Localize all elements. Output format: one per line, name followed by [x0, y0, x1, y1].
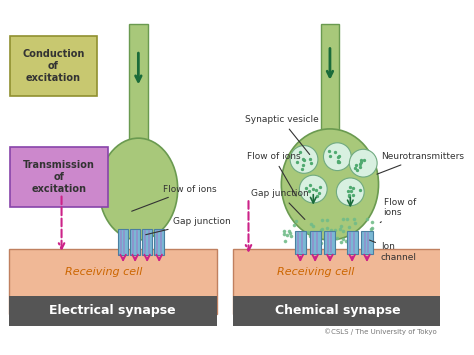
Text: Receiving cell: Receiving cell: [64, 267, 142, 277]
FancyBboxPatch shape: [233, 249, 444, 314]
Text: Ion
channel: Ion channel: [370, 240, 417, 262]
Text: Gap junction: Gap junction: [251, 189, 309, 219]
Circle shape: [290, 146, 318, 173]
FancyBboxPatch shape: [310, 231, 321, 254]
Text: Gap junction: Gap junction: [146, 217, 230, 235]
Circle shape: [300, 175, 327, 203]
Circle shape: [337, 178, 364, 206]
Text: Flow of
ions: Flow of ions: [380, 198, 416, 223]
FancyBboxPatch shape: [9, 295, 217, 326]
Text: Flow of ions: Flow of ions: [132, 185, 217, 211]
FancyBboxPatch shape: [129, 24, 147, 144]
Circle shape: [323, 143, 351, 170]
FancyBboxPatch shape: [10, 147, 108, 207]
FancyBboxPatch shape: [130, 229, 140, 255]
FancyBboxPatch shape: [233, 295, 444, 326]
Text: Conduction
of
excitation: Conduction of excitation: [22, 49, 84, 83]
Text: Chemical synapse: Chemical synapse: [275, 304, 401, 317]
FancyBboxPatch shape: [321, 24, 339, 135]
Text: Neurotransmitters: Neurotransmitters: [377, 152, 464, 174]
FancyBboxPatch shape: [154, 229, 164, 255]
Ellipse shape: [282, 129, 379, 240]
FancyBboxPatch shape: [324, 231, 336, 254]
FancyBboxPatch shape: [346, 231, 358, 254]
FancyBboxPatch shape: [9, 249, 217, 314]
Text: ©CSLS / The University of Tokyo: ©CSLS / The University of Tokyo: [324, 329, 437, 335]
FancyBboxPatch shape: [10, 36, 97, 95]
FancyBboxPatch shape: [142, 229, 152, 255]
FancyBboxPatch shape: [118, 229, 128, 255]
Text: Electrical synapse: Electrical synapse: [49, 304, 176, 317]
FancyBboxPatch shape: [361, 231, 373, 254]
Ellipse shape: [99, 138, 178, 240]
Text: Receiving cell: Receiving cell: [277, 267, 355, 277]
Text: Transmission
of
excitation: Transmission of excitation: [23, 160, 95, 193]
Text: Flow of ions: Flow of ions: [246, 152, 300, 196]
Text: Synaptic vesicle: Synaptic vesicle: [245, 115, 319, 154]
Circle shape: [349, 149, 377, 177]
FancyBboxPatch shape: [295, 231, 306, 254]
